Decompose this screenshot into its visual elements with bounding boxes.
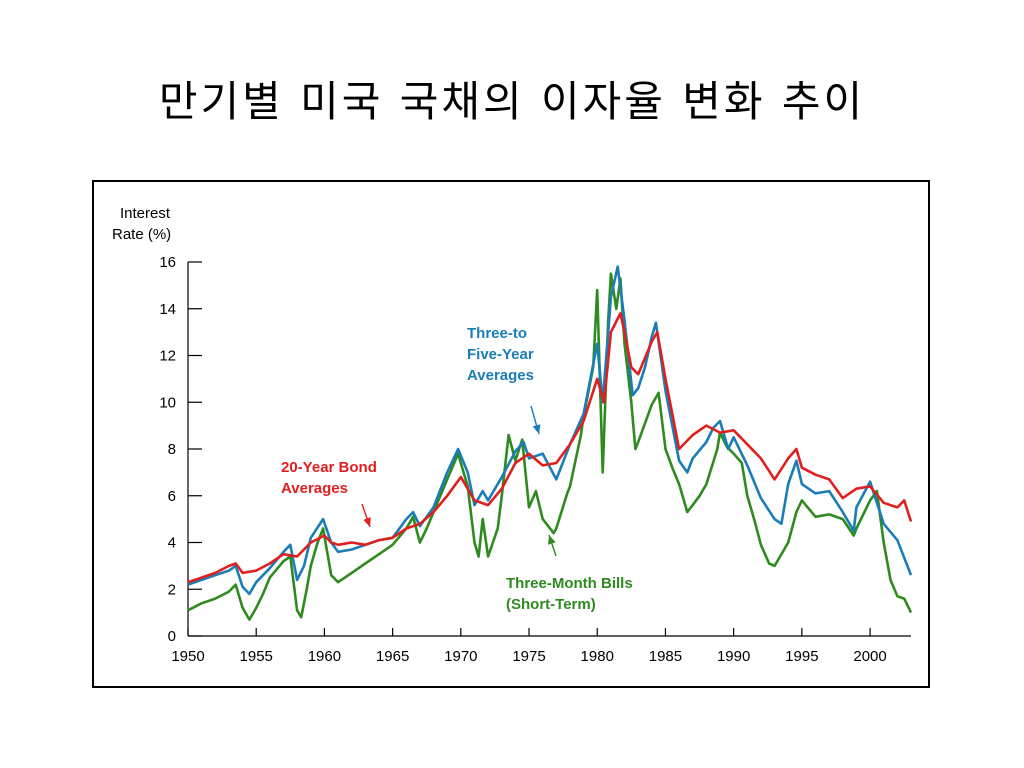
- series-label-1: Three-to: [467, 325, 527, 342]
- x-tick-label: 1985: [649, 648, 682, 665]
- x-tick-label: 1955: [240, 648, 273, 665]
- x-tick-label: 1990: [717, 648, 750, 665]
- series-label-0: (Short-Term): [506, 596, 596, 613]
- y-axis-title: Rate (%): [112, 226, 171, 243]
- y-tick-label: 4: [168, 535, 176, 552]
- series-label-1: Five-Year: [467, 346, 534, 363]
- series-annotations: Three-Month Bills (Short-Term) Three-to Fiv…: [281, 325, 633, 613]
- series-label-0: Three-Month Bills: [506, 575, 633, 592]
- y-tick-label: 12: [159, 348, 176, 365]
- interest-rate-chart: 0 2 4 6 8 10 12 14 16 1950 1955 1960 1965 1970 1975 198…: [112, 205, 913, 665]
- x-tick-label: 1960: [308, 648, 341, 665]
- series-line-1: [187, 265, 913, 596]
- x-tick-label: 1980: [581, 648, 614, 665]
- page-title: 만기별 미국 국채의 이자율 변화 추이: [158, 77, 866, 126]
- series-line-2: [187, 312, 913, 584]
- series-lines: [187, 265, 913, 621]
- x-tick-label: 1965: [376, 648, 409, 665]
- series-arrowhead-1: [532, 424, 541, 434]
- x-tick-label: 1970: [444, 648, 477, 665]
- x-tick-label: 2000: [853, 648, 886, 665]
- series-label-2: 20-Year Bond: [281, 459, 377, 476]
- y-tick-label: 2: [168, 581, 176, 598]
- y-tick-label: 6: [168, 488, 176, 505]
- x-tick-label: 1975: [512, 648, 545, 665]
- y-tick-label: 14: [159, 301, 176, 318]
- y-tick-label: 8: [168, 441, 176, 458]
- series-label-2: Averages: [281, 480, 348, 497]
- y-tick-label: 0: [168, 628, 176, 645]
- series-label-1: Averages: [467, 367, 534, 384]
- x-tick-label: 1950: [171, 648, 204, 665]
- series-line-0: [187, 272, 913, 621]
- y-tick-label: 10: [159, 394, 176, 411]
- series-arrowhead-0: [548, 535, 556, 545]
- y-axis-title: Interest: [120, 205, 171, 222]
- y-tick-label: 16: [159, 254, 176, 271]
- axes: 0 2 4 6 8 10 12 14 16 1950 1955 1960 1965 1970 1975 198…: [112, 205, 911, 665]
- series-arrowhead-2: [363, 517, 371, 527]
- chart-frame: 0 2 4 6 8 10 12 14 16 1950 1955 1960 1965 1970 1975 198…: [92, 180, 930, 688]
- x-tick-label: 1995: [785, 648, 818, 665]
